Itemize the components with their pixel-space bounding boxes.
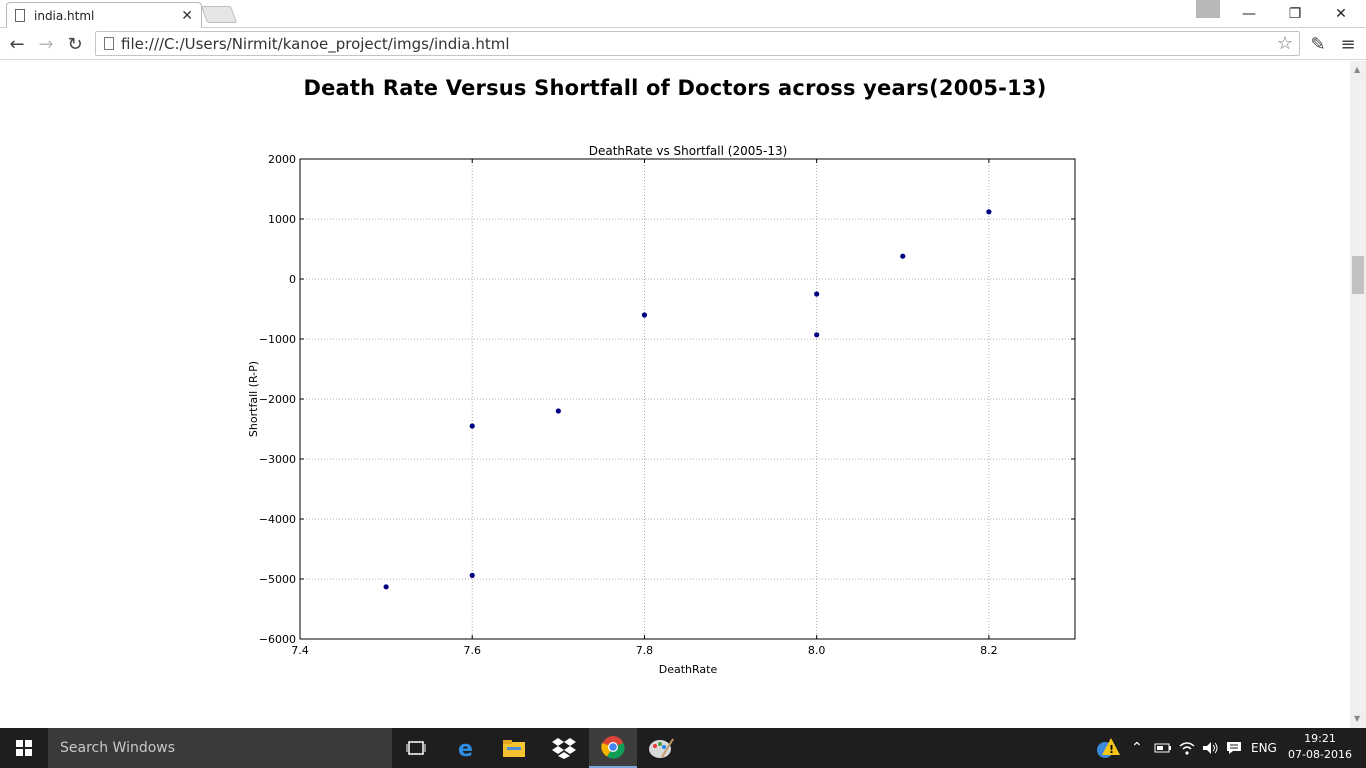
- windows-logo-icon: [16, 740, 32, 756]
- browser-tab[interactable]: india.html ✕: [6, 2, 202, 28]
- y-tick-label: −4000: [259, 513, 296, 526]
- tab-title: india.html: [34, 8, 95, 23]
- y-tick-label: −6000: [259, 633, 296, 646]
- reload-icon[interactable]: ↻: [67, 33, 83, 55]
- scatter-point: [986, 209, 992, 215]
- address-bar[interactable]: ☆: [95, 31, 1300, 56]
- scatter-point: [469, 572, 475, 578]
- back-arrow-icon[interactable]: ←: [9, 33, 25, 55]
- scatter-point: [900, 253, 906, 259]
- x-tick-label: 7.6: [463, 644, 481, 657]
- data-points: [383, 209, 992, 590]
- wifi-icon[interactable]: [1178, 728, 1196, 768]
- restore-button[interactable]: ❐: [1288, 6, 1302, 22]
- svg-text:e: e: [458, 737, 473, 759]
- scatter-point: [383, 584, 389, 590]
- start-button[interactable]: [0, 728, 48, 768]
- page-icon: [15, 9, 25, 22]
- show-hidden-icons-chevron-icon[interactable]: ⌃: [1131, 740, 1143, 756]
- y-tick-label: −1000: [259, 333, 296, 346]
- page-info-icon[interactable]: [104, 37, 114, 50]
- clock-date: 07-08-2016: [1288, 748, 1352, 761]
- clock-time: 19:21: [1304, 732, 1336, 745]
- x-axis-label: DeathRate: [659, 663, 718, 676]
- profile-button[interactable]: [1196, 0, 1220, 18]
- x-tick-label: 7.8: [636, 644, 654, 657]
- forward-arrow-icon[interactable]: →: [38, 33, 54, 55]
- scatter-point: [555, 408, 561, 414]
- y-axis-ticks: −6000 −5000 −4000 −3000 −2000 −1000 0 1000 2000: [259, 153, 1075, 646]
- y-tick-label: −3000: [259, 453, 296, 466]
- action-center-icon[interactable]: [1225, 728, 1243, 768]
- x-tick-label: 8.0: [808, 644, 826, 657]
- x-axis-ticks: 7.4 7.6 7.8 8.0 8.2: [291, 159, 998, 657]
- file-explorer-icon[interactable]: [490, 728, 538, 768]
- close-window-button[interactable]: ✕: [1335, 6, 1347, 22]
- page-content: Death Rate Versus Shortfall of Doctors a…: [0, 61, 1350, 728]
- search-input[interactable]: [60, 740, 380, 756]
- minimize-button[interactable]: —: [1242, 6, 1256, 22]
- scatter-point: [814, 291, 820, 297]
- taskbar-search[interactable]: [48, 728, 392, 768]
- x-tick-label: 8.2: [980, 644, 998, 657]
- battery-icon[interactable]: [1154, 728, 1172, 768]
- browser-titlebar: india.html ✕ — ❐ ✕: [0, 0, 1366, 28]
- volume-icon[interactable]: [1201, 728, 1219, 768]
- new-tab-button[interactable]: [200, 6, 238, 23]
- y-tick-label: 2000: [268, 153, 296, 166]
- scroll-up-icon[interactable]: ▲: [1354, 65, 1361, 74]
- y-tick-label: −2000: [259, 393, 296, 406]
- svg-text:!: !: [1109, 743, 1114, 756]
- paint-icon[interactable]: [637, 728, 685, 768]
- language-indicator[interactable]: ENG: [1251, 741, 1277, 755]
- chrome-icon[interactable]: [589, 728, 637, 768]
- edge-browser-icon[interactable]: e: [442, 728, 490, 768]
- y-axis-label: Shortfall (R-P): [247, 361, 260, 437]
- scatter-point: [469, 423, 475, 429]
- tab-close-icon[interactable]: ✕: [181, 7, 193, 24]
- menu-icon[interactable]: ≡: [1340, 33, 1356, 55]
- task-view-icon[interactable]: [392, 728, 440, 768]
- page-heading: Death Rate Versus Shortfall of Doctors a…: [303, 76, 1047, 100]
- chart-grid: [299, 158, 1075, 640]
- eyedropper-extension-icon[interactable]: ✎: [1310, 33, 1326, 55]
- page-scrollbar[interactable]: ▲ ▼: [1350, 61, 1366, 728]
- scroll-thumb[interactable]: [1352, 256, 1364, 294]
- address-input[interactable]: [121, 34, 1261, 53]
- windows-taskbar: e ! ⌃ ENG 19:21 07-08-2016: [0, 728, 1366, 768]
- browser-toolbar: ← → ↻ ☆ ✎ ≡: [0, 28, 1366, 60]
- warning-tray-icon[interactable]: !: [1095, 728, 1121, 768]
- taskbar-clock[interactable]: 19:21 07-08-2016: [1288, 731, 1352, 763]
- y-tick-label: 0: [289, 273, 296, 286]
- chart-title: DeathRate vs Shortfall (2005-13): [589, 144, 788, 158]
- x-tick-label: 7.4: [291, 644, 309, 657]
- scroll-down-icon[interactable]: ▼: [1354, 714, 1361, 723]
- bookmark-star-icon[interactable]: ☆: [1276, 33, 1293, 54]
- scatter-point: [814, 332, 820, 338]
- scatter-point: [641, 312, 648, 318]
- dropbox-icon[interactable]: [540, 728, 588, 768]
- scatter-chart: DeathRate vs Shortfall (2005-13) 7.4 7.6 7…: [247, 144, 1076, 676]
- y-tick-label: 1000: [268, 213, 296, 226]
- y-tick-label: −5000: [259, 573, 296, 586]
